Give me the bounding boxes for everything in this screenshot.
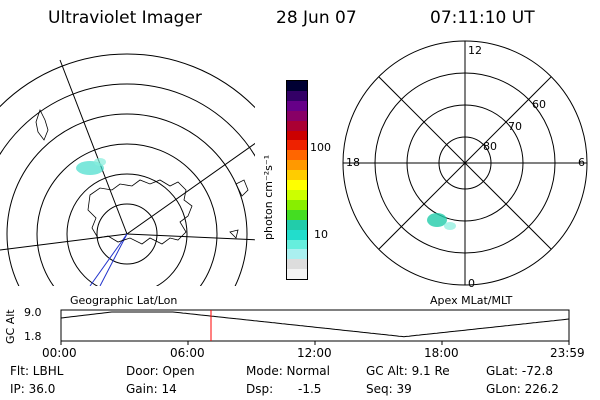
altitude-plot-frame — [60, 309, 570, 342]
auroral-emission — [94, 158, 106, 166]
colorbar-segment — [287, 189, 307, 200]
colorbar-tick-100: 100 — [310, 141, 331, 154]
colorbar-segment — [287, 150, 307, 161]
instrument-title: Ultraviolet Imager — [48, 8, 202, 28]
mlat-label-60: 60 — [532, 98, 546, 111]
mlt-label-18: 18 — [346, 156, 360, 169]
colorbar-segment — [287, 170, 307, 181]
island-coastline — [229, 229, 239, 239]
island-coastline — [235, 179, 249, 197]
colorbar-segment — [287, 229, 307, 240]
altitude-xtick: 00:00 — [42, 346, 77, 360]
door-status: Door: Open — [126, 364, 195, 378]
date-label: 28 Jun 07 — [276, 8, 357, 28]
right-map-caption: Apex MLat/MLT — [430, 294, 513, 307]
lat-circle — [0, 83, 255, 157]
lon-line-blue — [99, 233, 128, 286]
auroral-emission — [444, 222, 456, 230]
left-map-caption: Geographic Lat/Lon — [70, 294, 178, 307]
lon-line-blue — [89, 233, 128, 286]
altitude-xtick: 12:00 — [297, 346, 332, 360]
colorbar-segment — [287, 259, 307, 270]
mlat-circle — [374, 72, 556, 254]
colorbar-segment — [287, 219, 307, 230]
time-label: 07:11:10 UT — [430, 8, 535, 28]
dsp-value: -1.5 — [298, 382, 322, 396]
altitude-ylabel: GC Alt — [4, 309, 17, 344]
colorbar-segment — [287, 269, 307, 280]
colorbar-segment — [287, 199, 307, 210]
glon-status: GLon: 226.2 — [486, 382, 559, 396]
colorbar-unit-label: photon cm⁻²s⁻¹ — [262, 154, 275, 240]
mode-status: Mode: Normal — [246, 364, 330, 378]
colorbar-segment — [287, 100, 307, 111]
lon-line — [0, 233, 128, 251]
mlat-label-80: 80 — [483, 140, 497, 153]
colorbar-segment — [287, 130, 307, 141]
altitude-curve — [60, 311, 570, 338]
gain-status: Gain: 14 — [126, 382, 177, 396]
altitude-xtick: 18:00 — [424, 346, 459, 360]
seq-status: Seq: 39 — [366, 382, 412, 396]
auroral-emission — [76, 161, 104, 175]
mlt-axis — [378, 76, 552, 250]
gc-alt-status: GC Alt: 9.1 Re — [366, 364, 450, 378]
lon-line — [59, 59, 128, 235]
island-coastline — [35, 108, 49, 141]
lon-line — [126, 233, 255, 241]
altitude-xtick: 23:59 — [550, 346, 585, 360]
colorbar-segment — [287, 81, 307, 91]
colorbar-segment — [287, 140, 307, 151]
dsp-label: Dsp: — [246, 382, 274, 396]
lon-line — [126, 142, 255, 235]
altitude-xtick: 06:00 — [170, 346, 205, 360]
lat-circle — [96, 203, 158, 265]
altitude-ytick-low: 1.8 — [24, 330, 42, 343]
colorbar-segment — [287, 160, 307, 171]
colorbar-segment — [287, 110, 307, 121]
mlt-axis — [378, 76, 552, 250]
colorbar-segment — [287, 249, 307, 260]
colorbar-segment — [287, 90, 307, 101]
mlat-label-70: 70 — [508, 120, 522, 133]
ip-status: IP: 36.0 — [10, 382, 56, 396]
glat-status: GLat: -72.8 — [486, 364, 553, 378]
mlt-label-6: 6 — [578, 156, 585, 169]
colorbar-tick-10: 10 — [314, 228, 328, 241]
lat-circle — [6, 113, 248, 286]
colorbar-segment — [287, 209, 307, 220]
colorbar — [286, 80, 308, 280]
colorbar-segment — [287, 120, 307, 131]
mlt-label-12: 12 — [468, 44, 482, 57]
altitude-ytick-high: 9.0 — [24, 306, 42, 319]
colorbar-segment — [287, 180, 307, 190]
auroral-emission — [427, 213, 447, 227]
mlt-label-0: 0 — [468, 277, 475, 290]
mlt-outer-circle — [342, 40, 588, 286]
filter-status: Flt: LBHL — [10, 364, 64, 378]
colorbar-segment — [287, 239, 307, 250]
continent-coastline — [87, 179, 193, 245]
lat-circle — [66, 173, 188, 286]
mlat-circle — [406, 104, 524, 222]
